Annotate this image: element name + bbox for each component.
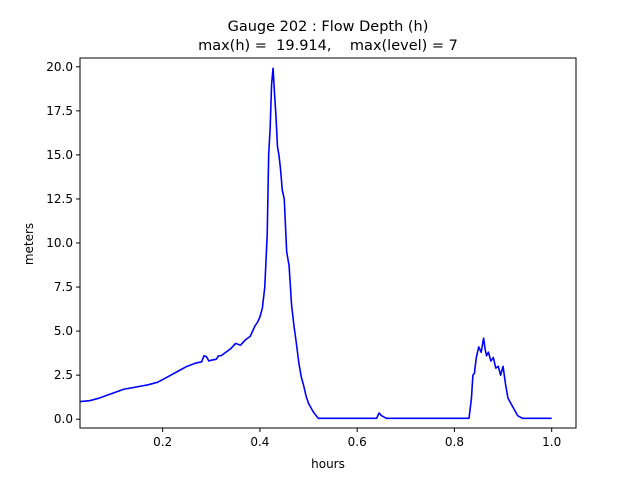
x-tick-label: 1.0	[542, 435, 561, 449]
y-axis-label: meters	[22, 223, 36, 265]
chart-title: Gauge 202 : Flow Depth (h)	[228, 19, 429, 35]
y-tick-label: 7.5	[54, 280, 73, 294]
y-tick-label: 2.5	[54, 368, 73, 382]
x-tick-label: 0.6	[348, 435, 367, 449]
y-tick-label: 0.0	[54, 412, 73, 426]
y-axis-ticks: 0.0 2.5 5.0 7.5 10.0 12.5 15.0 17.5 20.0	[46, 60, 80, 426]
y-tick-label: 12.5	[46, 192, 73, 206]
y-tick-label: 5.0	[54, 324, 73, 338]
y-tick-label: 10.0	[46, 236, 73, 250]
x-axis-ticks: 0.2 0.4 0.6 0.8 1.0	[153, 428, 561, 449]
x-axis-label: hours	[311, 457, 345, 471]
chart-subtitle: max(h) = 19.914, max(level) = 7	[198, 38, 458, 54]
x-tick-label: 0.8	[445, 435, 464, 449]
x-tick-label: 0.4	[250, 435, 269, 449]
series-line-0	[79, 67, 552, 420]
y-tick-label: 17.5	[46, 104, 73, 118]
y-tick-label: 20.0	[46, 60, 73, 74]
x-tick-label: 0.2	[153, 435, 172, 449]
y-tick-label: 15.0	[46, 148, 73, 162]
